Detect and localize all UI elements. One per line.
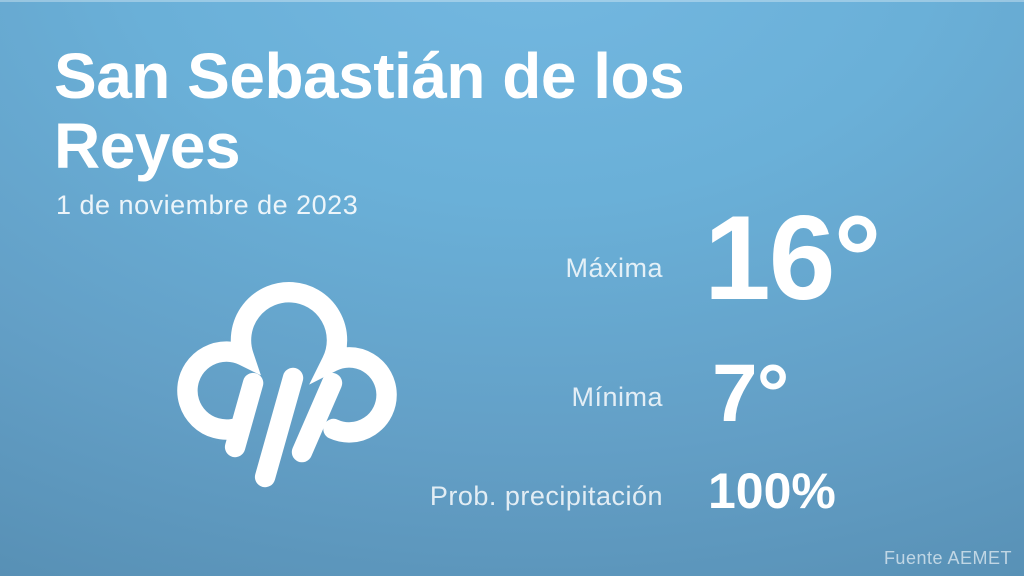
- min-temp-label: Mínima: [571, 382, 663, 412]
- max-temp-label: Máxima: [565, 253, 663, 283]
- page-title: San Sebastián de los Reyes: [54, 40, 685, 182]
- rain-cloud-icon: [177, 282, 397, 488]
- forecast-date: 1 de noviembre de 2023: [56, 190, 359, 220]
- top-highlight-line: [0, 0, 1024, 2]
- precipitation-probability-value: 100%: [708, 463, 836, 519]
- precipitation-probability-label: Prob. precipitación: [429, 481, 663, 511]
- max-temp-value: 16°: [704, 191, 881, 325]
- data-source-credit: Fuente AEMET: [883, 548, 1012, 568]
- min-temp-value: 7°: [712, 348, 789, 439]
